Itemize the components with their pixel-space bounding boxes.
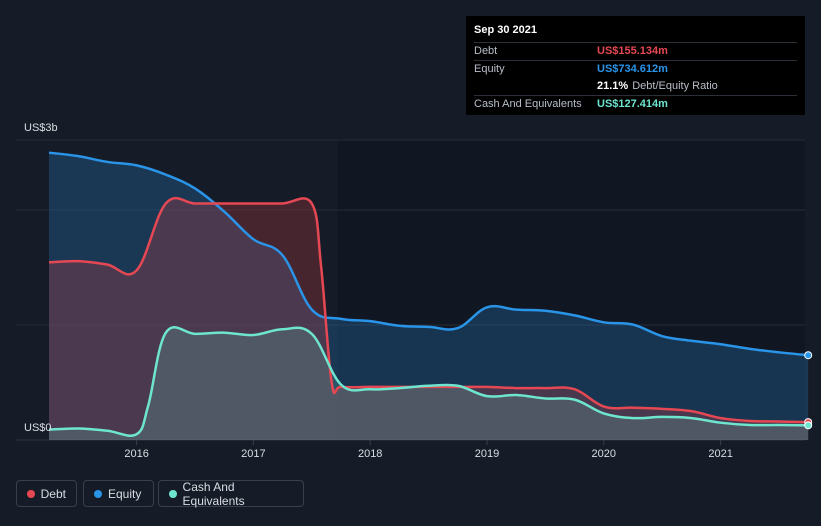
tooltip-equity-label: Equity (474, 63, 505, 75)
x-tick-labels: 2016 2017 2018 2019 2020 2021 (124, 440, 733, 460)
tooltip-ratio-suffix: Debt/Equity Ratio (632, 80, 718, 92)
x-tick-label: 2016 (124, 448, 148, 460)
x-tick-label: 2020 (592, 448, 616, 460)
x-tick-label: 2021 (708, 448, 732, 460)
legend-equity-label: Equity (108, 486, 142, 501)
tooltip-row-cash: Cash And Equivalents US$127.414m (474, 95, 797, 113)
equity-dot-icon (94, 489, 102, 498)
cash-dot-icon (169, 489, 177, 498)
equity-endpoint (804, 351, 813, 360)
x-tick-label: 2018 (358, 448, 382, 460)
debt-line (48, 196, 809, 424)
cash-and-equivalents-line (48, 326, 809, 438)
equity-line (48, 151, 809, 357)
legend-equity-button[interactable]: Equity (83, 480, 154, 507)
debt-dot-icon (27, 489, 35, 498)
tooltip-row-equity: Equity US$734.612m (474, 60, 797, 78)
legend-cash-label: Cash And Equivalents (182, 479, 245, 508)
cash-and-equivalents-area (49, 327, 809, 440)
y-axis-top-label: US$3b (24, 122, 58, 134)
legend-debt-label: Debt (40, 486, 66, 501)
tooltip-debt-label: Debt (474, 45, 498, 57)
highlight-region (337, 140, 805, 440)
tooltip-cash-value: US$127.414m (597, 98, 668, 110)
tooltip-row-ratio: 21.1% Debt/Equity Ratio (474, 78, 797, 95)
tooltip-equity-value: US$734.612m (597, 63, 668, 75)
equity-area (49, 152, 809, 440)
x-tick-label: 2019 (475, 448, 499, 460)
gridlines (16, 139, 805, 441)
tooltip-row-debt: Debt US$155.134m (474, 42, 797, 60)
x-tick-label: 2017 (241, 448, 265, 460)
debt-area (49, 198, 809, 440)
tooltip-ratio-label (474, 78, 597, 95)
series-lines (48, 151, 809, 438)
cash-and-equivalents-endpoint (804, 421, 813, 430)
legend-debt-button[interactable]: Debt (16, 480, 77, 507)
y-axis-bottom-label: US$0 (24, 422, 52, 434)
tooltip-debt-value: US$155.134m (597, 45, 668, 57)
data-tooltip: Sep 30 2021 Debt US$155.134m Equity US$7… (466, 16, 805, 115)
tooltip-date: Sep 30 2021 (474, 24, 537, 36)
tooltip-cash-label: Cash And Equivalents (474, 98, 582, 110)
tooltip-ratio-value: 21.1% (597, 80, 629, 92)
series-areas (49, 152, 809, 440)
series-endpoints (804, 351, 813, 430)
legend-cash-button[interactable]: Cash And Equivalents (158, 479, 304, 508)
